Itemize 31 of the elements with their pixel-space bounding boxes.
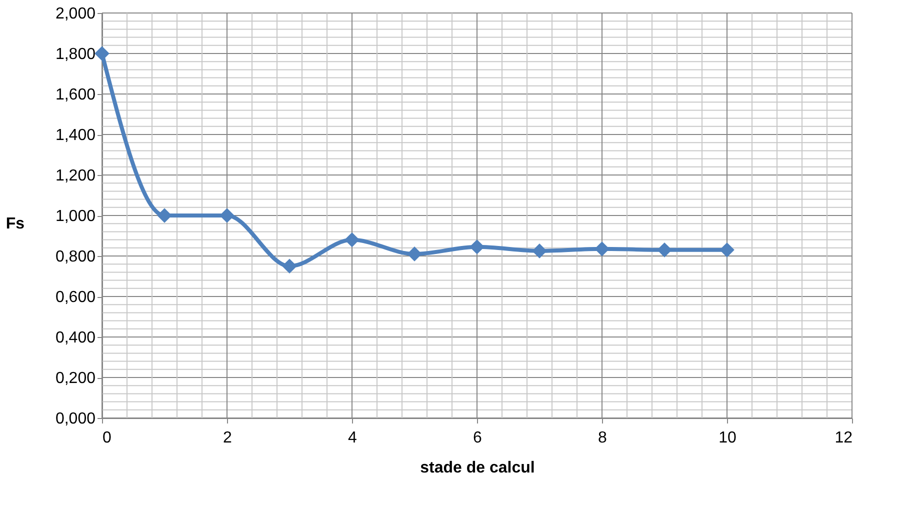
y-tick-label: 0,800: [55, 248, 96, 266]
y-tick-label: 0,000: [55, 410, 96, 428]
y-tick-label: 0,200: [55, 370, 96, 387]
y-axis-title: Fs: [6, 216, 25, 232]
point: [720, 242, 734, 258]
y-tick-label: 0,600: [55, 289, 96, 306]
point: [470, 239, 484, 254]
x-tick-label: 0: [102, 430, 112, 446]
point: [594, 241, 610, 256]
x-axis-title: stade de calcul: [420, 460, 535, 476]
point: [282, 258, 297, 274]
x-tick-label: 4: [348, 430, 358, 446]
y-tick-label: 2,000: [55, 6, 96, 22]
y-tick-label: 1,000: [55, 208, 96, 225]
point: [407, 246, 422, 262]
y-tick-label: 1,200: [55, 168, 96, 184]
point: [94, 46, 110, 61]
x-tick-label: 8: [598, 430, 608, 446]
y-tick-label: 1,600: [55, 86, 96, 104]
x-tick-label: 2: [223, 430, 232, 446]
point: [344, 232, 360, 248]
x-tick-label: 10: [718, 430, 736, 446]
point: [657, 242, 672, 258]
point: [157, 208, 172, 223]
point: [220, 208, 234, 223]
point: [532, 244, 547, 258]
y-tick-label: 1,800: [55, 46, 96, 63]
y-tick-label: 1,400: [55, 127, 96, 144]
x-tick-label: 12: [834, 430, 853, 446]
x-tick-label: 6: [473, 430, 482, 446]
y-tick-label: 0,400: [55, 330, 96, 346]
